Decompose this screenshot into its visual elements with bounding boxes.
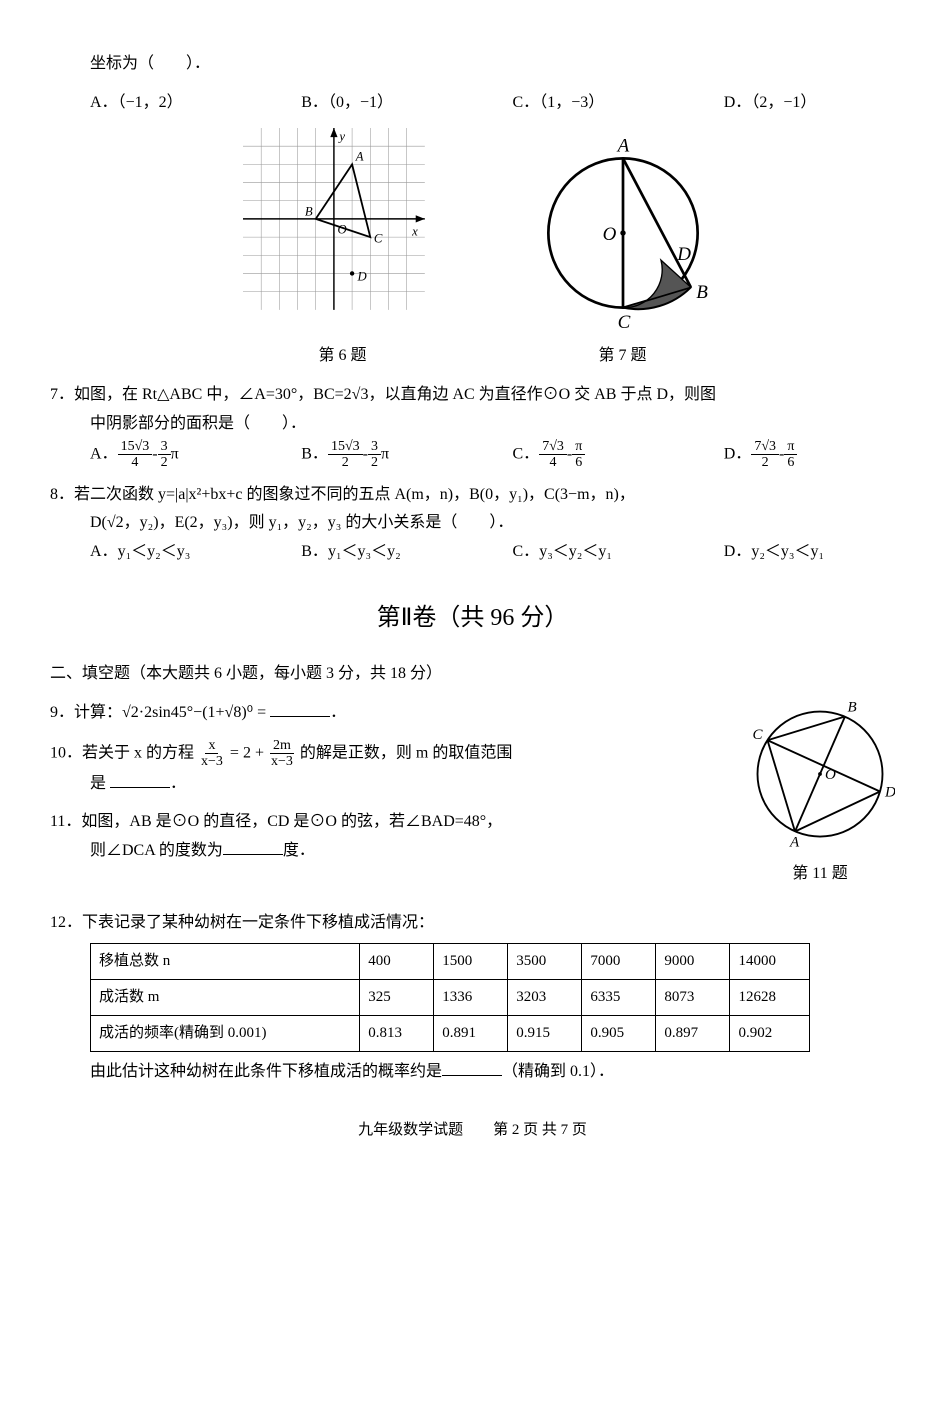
svg-text:C: C (373, 231, 382, 245)
q7-options: A．15√34-32π B．15√32-32π C．7√34-π6 D．7√32… (90, 439, 895, 471)
svg-text:O: O (337, 222, 346, 236)
q7: 7．如图，在 Rt△ABC 中，∠A=30°，BC=2√3，以直角边 AC 为直… (50, 381, 895, 470)
svg-text:D: D (884, 784, 895, 800)
q8: 8．若二次函数 y=|a|x²+bx+c 的图象过不同的五点 A(m，n)，B(… (50, 481, 895, 567)
figure-11-svg: B C D A O (745, 699, 895, 849)
q12: 12．下表记录了某种幼树在一定条件下移植成活情况： 移植总数 n 4001500… (50, 909, 895, 1088)
q-top-opt-b: B．（0，−1） (301, 89, 472, 118)
q-top-opt-d: D．（2，−1） (724, 89, 895, 118)
row-header: 移植总数 n (91, 944, 360, 980)
svg-text:C: C (753, 727, 764, 743)
figures-6-7: A B C D O x y 第 6 题 A O D B C 第 7 题 (50, 128, 895, 372)
svg-text:B: B (696, 282, 708, 303)
q7-opt-c: C．7√34-π6 (513, 439, 684, 471)
svg-text:B: B (304, 204, 312, 218)
q8-options: A．y₁＜y₂＜y₃ B．y₁＜y₃＜y₂ C．y₃＜y₂＜y₁ D．y₂＜y₃… (90, 538, 895, 567)
q12-stem: 12．下表记录了某种幼树在一定条件下移植成活情况： (50, 909, 895, 938)
q-top-opt-a: A．（−1，2） (90, 89, 261, 118)
svg-text:O: O (602, 223, 616, 244)
figure-6-svg: A B C D O x y (233, 128, 453, 328)
svg-text:A: A (354, 149, 363, 163)
q8-opt-a: A．y₁＜y₂＜y₃ (90, 538, 261, 567)
q-top-opt-c: C．（1，−3） (513, 89, 684, 118)
figure-6: A B C D O x y 第 6 题 (233, 128, 453, 372)
svg-text:B: B (848, 699, 857, 715)
table-row: 成活的频率(精确到 0.001) 0.8130.8910.915 0.9050.… (91, 1016, 810, 1052)
svg-text:A: A (789, 834, 800, 849)
svg-text:D: D (676, 244, 691, 265)
q12-table: 移植总数 n 40015003500 7000900014000 成活数 m 3… (90, 943, 810, 1052)
q8-opt-b: B．y₁＜y₃＜y₂ (301, 538, 472, 567)
q9-blank (270, 700, 330, 717)
q12-blank (442, 1059, 502, 1076)
q7-opt-b: B．15√32-32π (301, 439, 472, 471)
section-2-title: 第Ⅱ卷（共 96 分） (50, 597, 895, 640)
svg-text:O: O (825, 767, 836, 783)
figure-7-svg: A O D B C (533, 138, 713, 328)
figure-7: A O D B C 第 7 题 (533, 138, 713, 372)
table-row: 成活数 m 32513363203 6335807312628 (91, 980, 810, 1016)
svg-text:C: C (617, 312, 630, 328)
q-top-stem: 坐标为（ ）． (90, 50, 895, 79)
figure-7-label: 第 7 题 (533, 342, 713, 371)
q8-line1: 8．若二次函数 y=|a|x²+bx+c 的图象过不同的五点 A(m，n)，B(… (50, 481, 895, 510)
q7-opt-a: A．15√34-32π (90, 439, 261, 471)
page-footer: 九年级数学试题 第 2 页 共 7 页 (50, 1117, 895, 1144)
svg-text:y: y (337, 129, 345, 143)
figure-6-label: 第 6 题 (233, 342, 453, 371)
row-header: 成活数 m (91, 980, 360, 1016)
q8-line2: D(√2，y₂)，E(2，y₃)，则 y₁，y₂，y₃ 的大小关系是（ ）． (90, 509, 895, 538)
q7-line1: 7．如图，在 Rt△ABC 中，∠A=30°，BC=2√3，以直角边 AC 为直… (50, 381, 895, 410)
q7-line2: 中阴影部分的面积是（ ）． (90, 410, 895, 439)
svg-text:D: D (356, 269, 366, 283)
q8-opt-c: C．y₃＜y₂＜y₁ (513, 538, 684, 567)
svg-text:x: x (411, 224, 418, 238)
figure-11-label: 第 11 题 (745, 860, 895, 889)
q11-blank (223, 838, 283, 855)
svg-text:A: A (615, 138, 629, 157)
table-row: 移植总数 n 40015003500 7000900014000 (91, 944, 810, 980)
fill-title: 二、填空题（本大题共 6 小题，每小题 3 分，共 18 分） (50, 660, 895, 689)
q7-opt-d: D．7√32-π6 (724, 439, 895, 471)
row-header: 成活的频率(精确到 0.001) (91, 1016, 360, 1052)
q-top-options: A．（−1，2） B．（0，−1） C．（1，−3） D．（2，−1） (90, 89, 895, 118)
q8-opt-d: D．y₂＜y₃＜y₁ (724, 538, 895, 567)
figure-11: B C D A O 第 11 题 (745, 699, 895, 889)
q10-blank (110, 771, 170, 788)
